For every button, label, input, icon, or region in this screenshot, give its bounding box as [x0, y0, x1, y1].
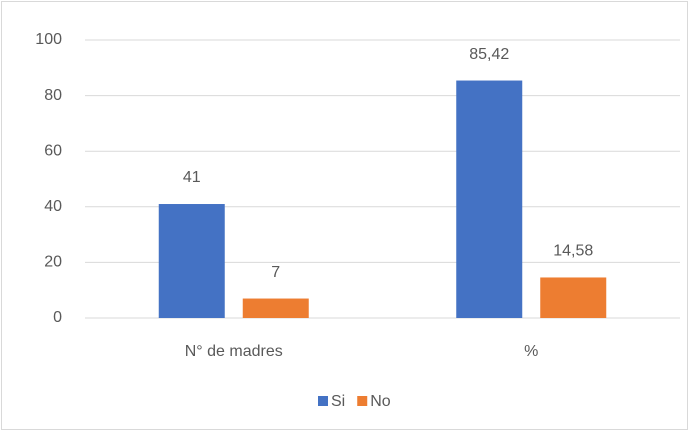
value-label: 7: [271, 264, 280, 281]
y-tick-label: 0: [53, 309, 62, 326]
y-tick-label: 20: [44, 254, 62, 271]
bar: [540, 277, 607, 318]
value-label: 41: [183, 169, 201, 186]
y-tick-label: 100: [35, 31, 62, 48]
legend-label: Si: [331, 393, 345, 410]
value-label: 85,42: [469, 46, 509, 63]
legend-swatch: [318, 396, 328, 406]
y-tick-label: 80: [44, 87, 62, 104]
bar: [456, 80, 523, 318]
bar: [242, 298, 309, 318]
x-tick-label: N° de madres: [185, 343, 283, 360]
y-tick-label: 40: [44, 198, 62, 215]
y-tick-label: 60: [44, 142, 62, 159]
legend-swatch: [357, 396, 368, 406]
bar: [158, 204, 225, 318]
chart-border: [1, 1, 688, 430]
value-label: 14,58: [553, 243, 593, 260]
x-tick-label: %: [524, 343, 538, 360]
legend-label: No: [370, 393, 391, 410]
